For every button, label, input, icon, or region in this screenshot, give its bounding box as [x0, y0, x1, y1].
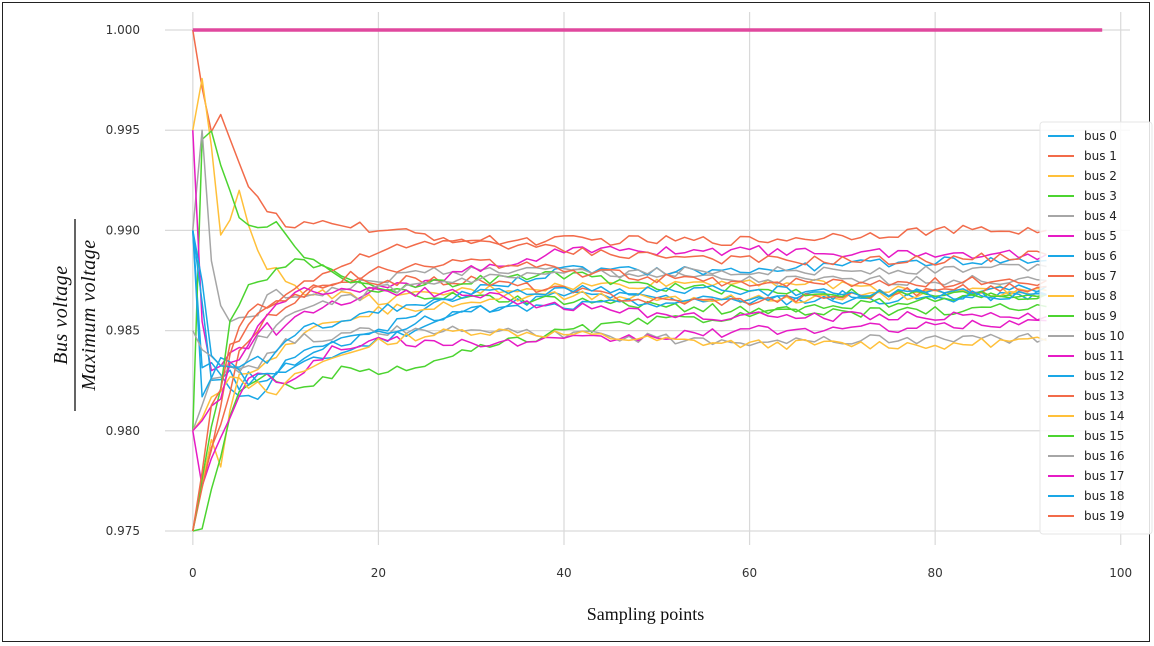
series-lines	[192, 28, 1103, 532]
series-line-bus-14	[192, 328, 1047, 432]
y-tick-label: 1.000	[106, 23, 140, 37]
legend-label: bus 5	[1084, 229, 1117, 243]
series-line-bus-9	[192, 303, 1047, 532]
y-tick-label: 0.980	[106, 424, 140, 438]
x-axis-title: Sampling points	[587, 604, 705, 624]
legend-label: bus 4	[1084, 209, 1117, 223]
y-axis-title-numerator: Bus voltage	[50, 265, 72, 364]
series-line-bus-18	[192, 230, 1047, 368]
y-axis-title: Bus voltage Maximum voltage	[50, 219, 100, 411]
legend-label: bus 16	[1084, 449, 1125, 463]
series-line-bus-6	[192, 230, 1047, 391]
legend-label: bus 6	[1084, 249, 1117, 263]
x-tick-label: 40	[556, 566, 571, 580]
legend-label: bus 0	[1084, 129, 1117, 143]
legend-label: bus 13	[1084, 389, 1125, 403]
legend-label: bus 9	[1084, 309, 1117, 323]
legend-label: bus 19	[1084, 509, 1125, 523]
x-tick-label: 80	[928, 566, 943, 580]
legend-label: bus 12	[1084, 369, 1125, 383]
legend-box	[1039, 121, 1153, 535]
series-line-bus-4	[192, 129, 1047, 323]
legend-label: bus 3	[1084, 189, 1117, 203]
series-line-bus-17	[192, 286, 1047, 432]
x-tick-label: 100	[1109, 566, 1132, 580]
legend-label: bus 11	[1084, 349, 1125, 363]
legend: bus 0 bus 1 bus 2 bus 3 bus 4 bus 5 bus 6 bus 7…	[1039, 121, 1153, 535]
legend-label: bus 17	[1084, 469, 1125, 483]
legend-label: bus 1	[1084, 149, 1117, 163]
legend-label: bus 18	[1084, 489, 1125, 503]
y-tick-label: 0.985	[106, 324, 140, 338]
legend-label: bus 7	[1084, 269, 1117, 283]
x-tick-label: 20	[371, 566, 386, 580]
series-line-bus-16	[192, 263, 1047, 374]
series-line-bus-7	[192, 238, 1047, 532]
y-tick-label: 0.990	[106, 223, 140, 237]
series-line-bus-13	[192, 274, 1047, 532]
series-line-bus-19	[192, 258, 1047, 532]
x-tick-label: 60	[742, 566, 757, 580]
series-line-bus-15	[192, 258, 1047, 532]
series-line-bus-11	[192, 319, 1047, 487]
series-line-bus-1	[192, 29, 1047, 247]
y-tick-label: 0.975	[106, 524, 140, 538]
series-line-bus-2	[192, 77, 1047, 306]
legend-label: bus 8	[1084, 289, 1117, 303]
legend-label: bus 15	[1084, 429, 1125, 443]
series-line-bus-3	[192, 130, 1047, 431]
y-tick-label: 0.995	[106, 123, 140, 137]
series-line-bus-5	[192, 130, 1047, 372]
x-tick-label: 0	[189, 566, 197, 580]
y-axis-title-denominator: Maximum voltage	[78, 239, 100, 391]
series-line-bus-10	[192, 325, 1047, 432]
legend-label: bus 10	[1084, 329, 1125, 343]
grid	[165, 12, 1130, 545]
legend-label: bus 2	[1084, 169, 1117, 183]
series-line-bus-8	[192, 289, 1047, 532]
legend-label: bus 14	[1084, 409, 1125, 423]
